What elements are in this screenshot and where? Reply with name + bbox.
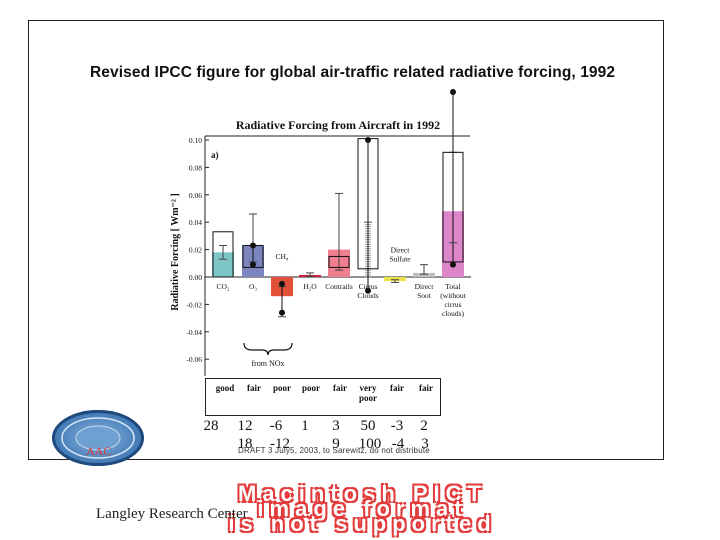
rating-cell: fair	[419, 383, 433, 393]
y-tick-label: 0.02	[189, 246, 202, 255]
y-tick-label: 0.10	[189, 136, 202, 145]
new-estimate-box	[328, 255, 350, 268]
panel-label: a)	[211, 150, 219, 160]
new-estimate-point	[250, 242, 256, 249]
row1-value: 1	[301, 418, 309, 434]
row1-value: -3	[390, 418, 404, 434]
rating-cell: good	[215, 383, 235, 393]
nox-label: from NOx	[251, 359, 284, 368]
slide-frame	[28, 20, 664, 460]
bar-0	[212, 252, 234, 277]
new-estimate-point	[250, 261, 256, 268]
category-label: Contrails	[325, 282, 353, 291]
rating-cell: poor	[273, 383, 291, 393]
category-label: CO₂	[216, 282, 229, 291]
row1-value: 12	[237, 418, 253, 434]
rating-cell: fair	[247, 383, 261, 393]
category-label: O₃	[249, 282, 257, 291]
chart-title: Radiative Forcing from Aircraft in 1992	[236, 118, 440, 132]
new-estimate-point	[279, 280, 285, 287]
bar-6	[384, 277, 406, 282]
new-estimate-point	[365, 137, 371, 143]
rating-cell: fair	[390, 383, 404, 393]
y-tick-label: 0.00	[189, 273, 202, 282]
nox-brace	[243, 342, 293, 356]
rating-cell: very poor	[359, 383, 377, 403]
pict-unsupported-message: Macintosh PICT image format is not suppo…	[228, 481, 497, 536]
y-tick-label: -0.02	[186, 300, 202, 309]
rating-cell: poor	[302, 383, 320, 393]
category-label: cirrus	[444, 300, 461, 309]
row2-value: 100	[358, 436, 382, 452]
new-estimate-point	[279, 309, 285, 316]
category-label: H₂O	[303, 282, 317, 291]
category-label: Direct	[415, 282, 435, 291]
row1-value: 50	[360, 418, 376, 434]
y-tick-label: 0.04	[189, 218, 202, 227]
center-name: Langley Research Center	[96, 506, 248, 522]
new-estimate-point	[365, 287, 371, 294]
draft-footnote: DRAFT 3 July5, 2003, to Sarewitz, do not…	[238, 446, 430, 455]
bar-7	[413, 272, 435, 277]
y-axis-label: Radiative Forcing [ Wm⁻² ]	[170, 193, 181, 310]
rating-cell: fair	[333, 383, 347, 393]
y-tick-label: -0.06	[186, 355, 202, 364]
category-label: Soot	[417, 291, 432, 300]
row2-value: 18	[237, 436, 253, 452]
category-label: Direct	[391, 245, 411, 254]
row2-value: 3	[421, 436, 429, 452]
category-label: Clouds	[357, 291, 378, 300]
category-label: CH₄	[275, 252, 288, 261]
new-estimate-point	[450, 261, 456, 268]
row2-value: -4	[391, 436, 405, 452]
y-tick-label: 0.08	[189, 163, 202, 172]
category-label: Cirrus	[359, 282, 378, 291]
row1-value: 2	[420, 418, 428, 434]
aac-logo	[52, 410, 144, 466]
ratings-table: good fair poor poor fair very poor fair fair	[205, 378, 441, 416]
row2-value: -12	[270, 436, 290, 452]
slide-title: Revised IPCC figure for global air-traff…	[90, 64, 616, 81]
y-tick-label: 0.06	[189, 191, 202, 200]
row2-value: 9	[332, 436, 340, 452]
logo-text: AAC	[86, 444, 112, 458]
row1-value: 3	[332, 418, 340, 434]
category-label: (without	[440, 291, 466, 300]
category-label: clouds)	[442, 309, 465, 318]
row1-value: 28	[203, 418, 219, 434]
new-estimate-point	[450, 89, 456, 96]
new-estimate-box	[212, 231, 234, 278]
category-label: Sulfate	[389, 254, 411, 263]
y-tick-label: -0.04	[186, 328, 202, 337]
row1-value: -6	[269, 418, 283, 434]
category-label: Total	[445, 282, 460, 291]
